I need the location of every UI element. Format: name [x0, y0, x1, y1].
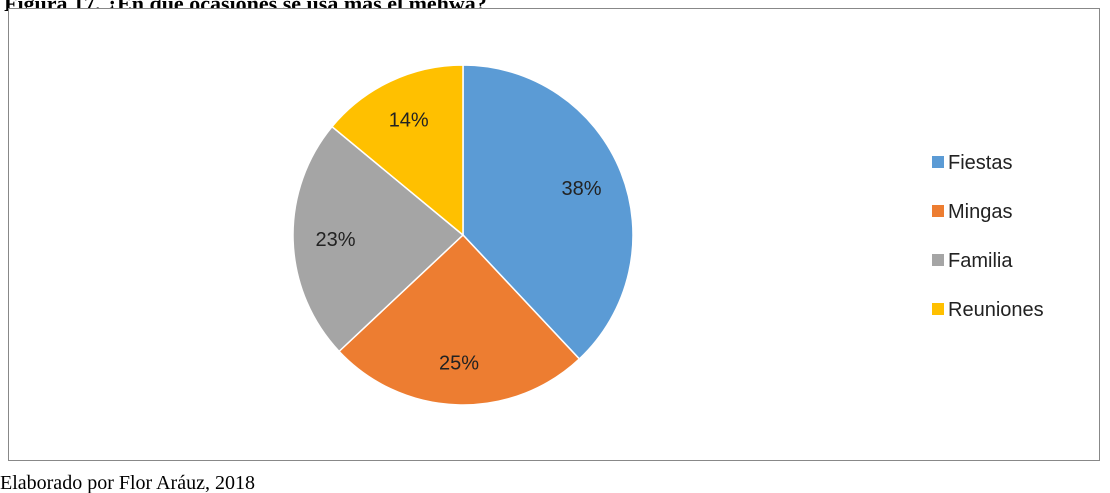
- legend-swatch: [932, 254, 944, 266]
- data-label: 14%: [389, 110, 429, 132]
- legend-swatch: [932, 156, 944, 168]
- legend-label: Reuniones: [948, 299, 1044, 321]
- data-label: 23%: [316, 229, 356, 251]
- pie-slice: [292, 125, 465, 353]
- legend-label: Mingas: [948, 201, 1012, 223]
- legend-swatch: [932, 205, 944, 217]
- data-label: 38%: [562, 178, 602, 200]
- pie-slice: [330, 64, 464, 237]
- legend-swatch: [932, 303, 944, 315]
- legend-label: Fiestas: [948, 152, 1012, 174]
- pie-slice: [462, 64, 634, 360]
- caption: Elaborado por Flor Aráuz, 2018: [0, 472, 255, 493]
- pie-slice: [338, 233, 581, 406]
- legend-label: Familia: [948, 250, 1013, 272]
- data-label: 25%: [439, 352, 479, 374]
